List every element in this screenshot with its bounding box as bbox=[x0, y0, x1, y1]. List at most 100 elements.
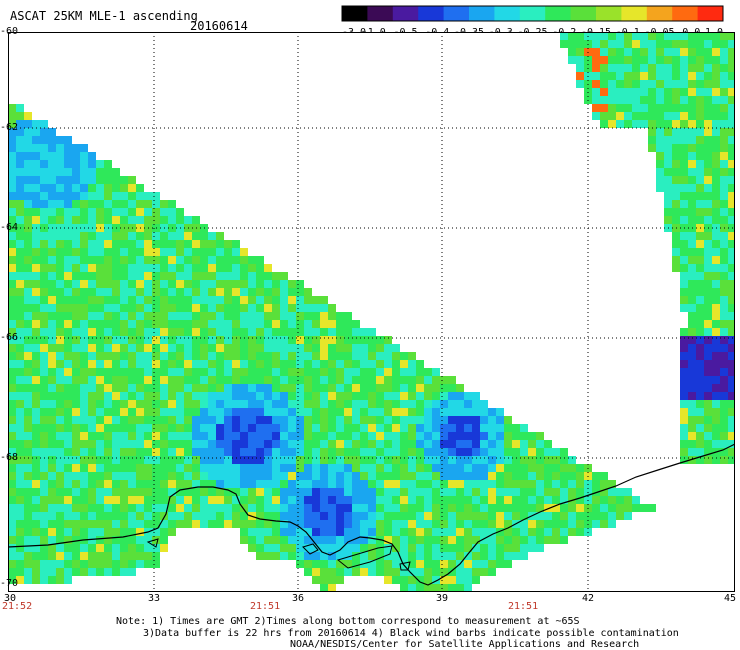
swath-cell bbox=[696, 240, 704, 248]
swath-cell bbox=[448, 424, 456, 432]
swath-cell bbox=[336, 312, 344, 320]
swath-cell bbox=[96, 304, 104, 312]
swath-cell bbox=[672, 72, 680, 80]
swath-cell bbox=[224, 272, 232, 280]
swath-cell bbox=[456, 416, 464, 424]
swath-cell bbox=[616, 496, 624, 504]
swath-cell bbox=[320, 376, 328, 384]
swath-cell bbox=[32, 264, 40, 272]
swath-cell bbox=[240, 296, 248, 304]
swath-cell bbox=[432, 416, 440, 424]
swath-cell bbox=[32, 248, 40, 256]
colorbar-cell bbox=[646, 6, 673, 21]
swath-cell bbox=[128, 296, 136, 304]
swath-cell bbox=[704, 72, 712, 80]
swath-cell bbox=[8, 336, 16, 344]
swath-cell bbox=[728, 56, 735, 64]
swath-cell bbox=[80, 176, 88, 184]
swath-cell bbox=[240, 440, 248, 448]
swath-cell bbox=[728, 64, 735, 72]
swath-cell bbox=[240, 288, 248, 296]
swath-cell bbox=[16, 232, 24, 240]
swath-cell bbox=[456, 512, 464, 520]
swath-cell bbox=[200, 280, 208, 288]
swath-cell bbox=[360, 464, 368, 472]
swath-cell bbox=[416, 512, 424, 520]
swath-cell bbox=[216, 272, 224, 280]
swath-cell bbox=[464, 440, 472, 448]
swath-cell bbox=[24, 512, 32, 520]
swath-cell bbox=[152, 552, 160, 560]
swath-cell bbox=[520, 448, 528, 456]
swath-cell bbox=[304, 536, 312, 544]
swath-cell bbox=[448, 584, 456, 592]
swath-cell bbox=[248, 328, 256, 336]
swath-cell bbox=[192, 432, 200, 440]
swath-cell bbox=[56, 144, 64, 152]
swath-cell bbox=[136, 416, 144, 424]
swath-cell bbox=[696, 280, 704, 288]
swath-cell bbox=[216, 416, 224, 424]
swath-cell bbox=[128, 192, 136, 200]
swath-cell bbox=[664, 152, 672, 160]
swath-cell bbox=[448, 568, 456, 576]
swath-cell bbox=[352, 504, 360, 512]
swath-cell bbox=[368, 344, 376, 352]
colorbar-cells bbox=[342, 6, 724, 21]
swath-cell bbox=[104, 288, 112, 296]
swath-cell bbox=[264, 520, 272, 528]
swath-cell bbox=[536, 504, 544, 512]
swath-cell bbox=[288, 544, 296, 552]
swath-cell bbox=[48, 392, 56, 400]
swath-cell bbox=[704, 384, 712, 392]
swath-cell bbox=[312, 560, 320, 568]
swath-cell bbox=[288, 384, 296, 392]
swath-cell bbox=[152, 560, 160, 568]
swath-cell bbox=[680, 240, 688, 248]
swath-cell bbox=[560, 512, 568, 520]
swath-cell bbox=[16, 176, 24, 184]
swath-cell bbox=[96, 384, 104, 392]
swath-cell bbox=[8, 392, 16, 400]
swath-cell bbox=[40, 512, 48, 520]
swath-cell bbox=[304, 528, 312, 536]
swath-cell bbox=[592, 104, 600, 112]
swath-cell bbox=[24, 384, 32, 392]
swath-cell bbox=[368, 544, 376, 552]
swath-cell bbox=[208, 296, 216, 304]
colorbar-cell bbox=[392, 6, 419, 21]
swath-cell bbox=[296, 448, 304, 456]
swath-cell bbox=[144, 488, 152, 496]
swath-cell bbox=[488, 424, 496, 432]
swath-cell bbox=[160, 384, 168, 392]
swath-cell bbox=[688, 336, 696, 344]
swath-cell bbox=[72, 560, 80, 568]
swath-cell bbox=[352, 336, 360, 344]
swath-cell bbox=[272, 496, 280, 504]
swath-cell bbox=[168, 352, 176, 360]
swath-cell bbox=[472, 576, 480, 584]
swath-cell bbox=[720, 32, 728, 40]
swath-cell bbox=[24, 184, 32, 192]
swath-cell bbox=[696, 112, 704, 120]
swath-cell bbox=[408, 576, 416, 584]
swath-cell bbox=[56, 240, 64, 248]
swath-cell bbox=[672, 152, 680, 160]
swath-cell bbox=[280, 392, 288, 400]
swath-cell bbox=[160, 240, 168, 248]
swath-cell bbox=[376, 448, 384, 456]
swath-cell bbox=[360, 568, 368, 576]
swath-cell bbox=[40, 272, 48, 280]
swath-cell bbox=[440, 472, 448, 480]
swath-cell bbox=[208, 248, 216, 256]
swath-cell bbox=[264, 544, 272, 552]
swath-cell bbox=[80, 512, 88, 520]
swath-cell bbox=[128, 384, 136, 392]
swath-cell bbox=[208, 408, 216, 416]
swath-cell bbox=[16, 104, 24, 112]
swath-cell bbox=[144, 432, 152, 440]
swath-cell bbox=[96, 248, 104, 256]
swath-cell bbox=[464, 536, 472, 544]
swath-cell bbox=[208, 360, 216, 368]
swath-cell bbox=[40, 288, 48, 296]
